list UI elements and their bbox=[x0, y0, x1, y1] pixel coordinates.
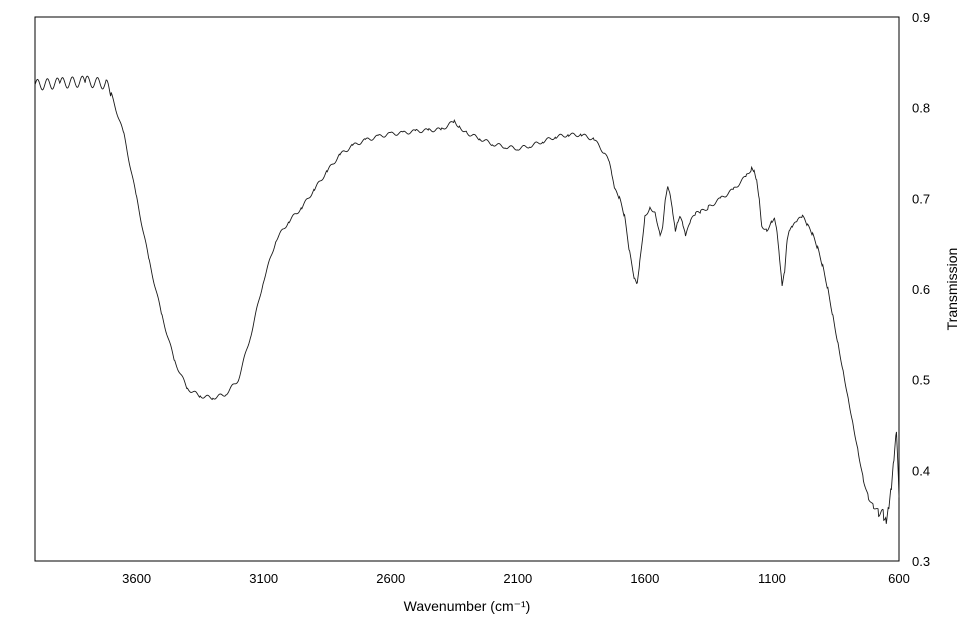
plot-area bbox=[34, 16, 900, 562]
y-tick-label: 0.4 bbox=[912, 463, 930, 478]
x-tick-label: 600 bbox=[888, 571, 910, 586]
x-axis-title: Wavenumber (cm⁻¹) bbox=[404, 598, 531, 614]
y-axis-title: Transmission bbox=[944, 248, 960, 331]
y-tick-label: 0.7 bbox=[912, 191, 930, 206]
x-tick-label: 3600 bbox=[122, 571, 151, 586]
transmission-series-line bbox=[34, 75, 900, 524]
y-tick-label: 0.3 bbox=[912, 554, 930, 569]
x-tick-label: 1600 bbox=[630, 571, 659, 586]
y-tick-label: 0.8 bbox=[912, 101, 930, 116]
x-tick-label: 3100 bbox=[249, 571, 278, 586]
plot-frame bbox=[34, 16, 900, 562]
x-tick-label: 2600 bbox=[376, 571, 405, 586]
x-tick-label: 2100 bbox=[503, 571, 532, 586]
x-axis-ticks: 3600 3100 2600 2100 1600 1100 600 bbox=[122, 571, 910, 586]
y-tick-label: 0.9 bbox=[912, 10, 930, 25]
y-tick-label: 0.5 bbox=[912, 373, 930, 388]
x-tick-label: 1100 bbox=[758, 571, 786, 586]
y-axis-ticks: 0.3 0.4 0.5 0.6 0.7 0.8 0.9 bbox=[912, 10, 930, 569]
y-tick-label: 0.6 bbox=[912, 282, 930, 297]
